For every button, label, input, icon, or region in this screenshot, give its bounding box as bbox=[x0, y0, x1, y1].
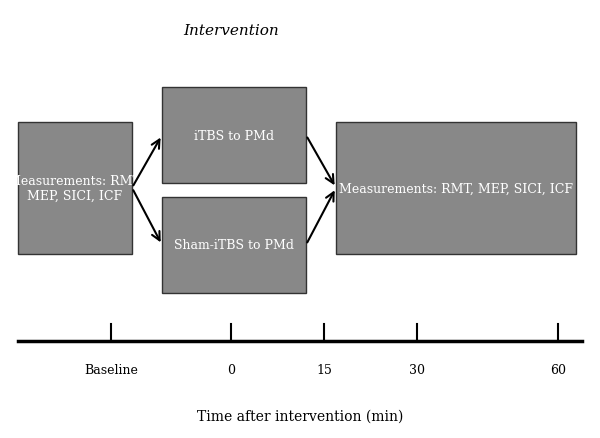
Text: Sham-iTBS to PMd: Sham-iTBS to PMd bbox=[174, 239, 294, 252]
Text: 30: 30 bbox=[409, 364, 425, 377]
FancyBboxPatch shape bbox=[336, 123, 576, 254]
Text: Baseline: Baseline bbox=[84, 364, 138, 377]
Text: Intervention: Intervention bbox=[183, 24, 279, 38]
FancyBboxPatch shape bbox=[162, 197, 306, 293]
Text: iTBS to PMd: iTBS to PMd bbox=[194, 129, 274, 142]
Text: Measurements: RMT, MEP, SICI, ICF: Measurements: RMT, MEP, SICI, ICF bbox=[339, 182, 573, 195]
Text: Time after intervention (min): Time after intervention (min) bbox=[197, 409, 403, 423]
Text: Measurements: RMT,
MEP, SICI, ICF: Measurements: RMT, MEP, SICI, ICF bbox=[8, 174, 142, 202]
FancyBboxPatch shape bbox=[162, 88, 306, 184]
Text: 0: 0 bbox=[227, 364, 235, 377]
Text: 15: 15 bbox=[316, 364, 332, 377]
Text: 60: 60 bbox=[550, 364, 566, 377]
FancyBboxPatch shape bbox=[18, 123, 132, 254]
